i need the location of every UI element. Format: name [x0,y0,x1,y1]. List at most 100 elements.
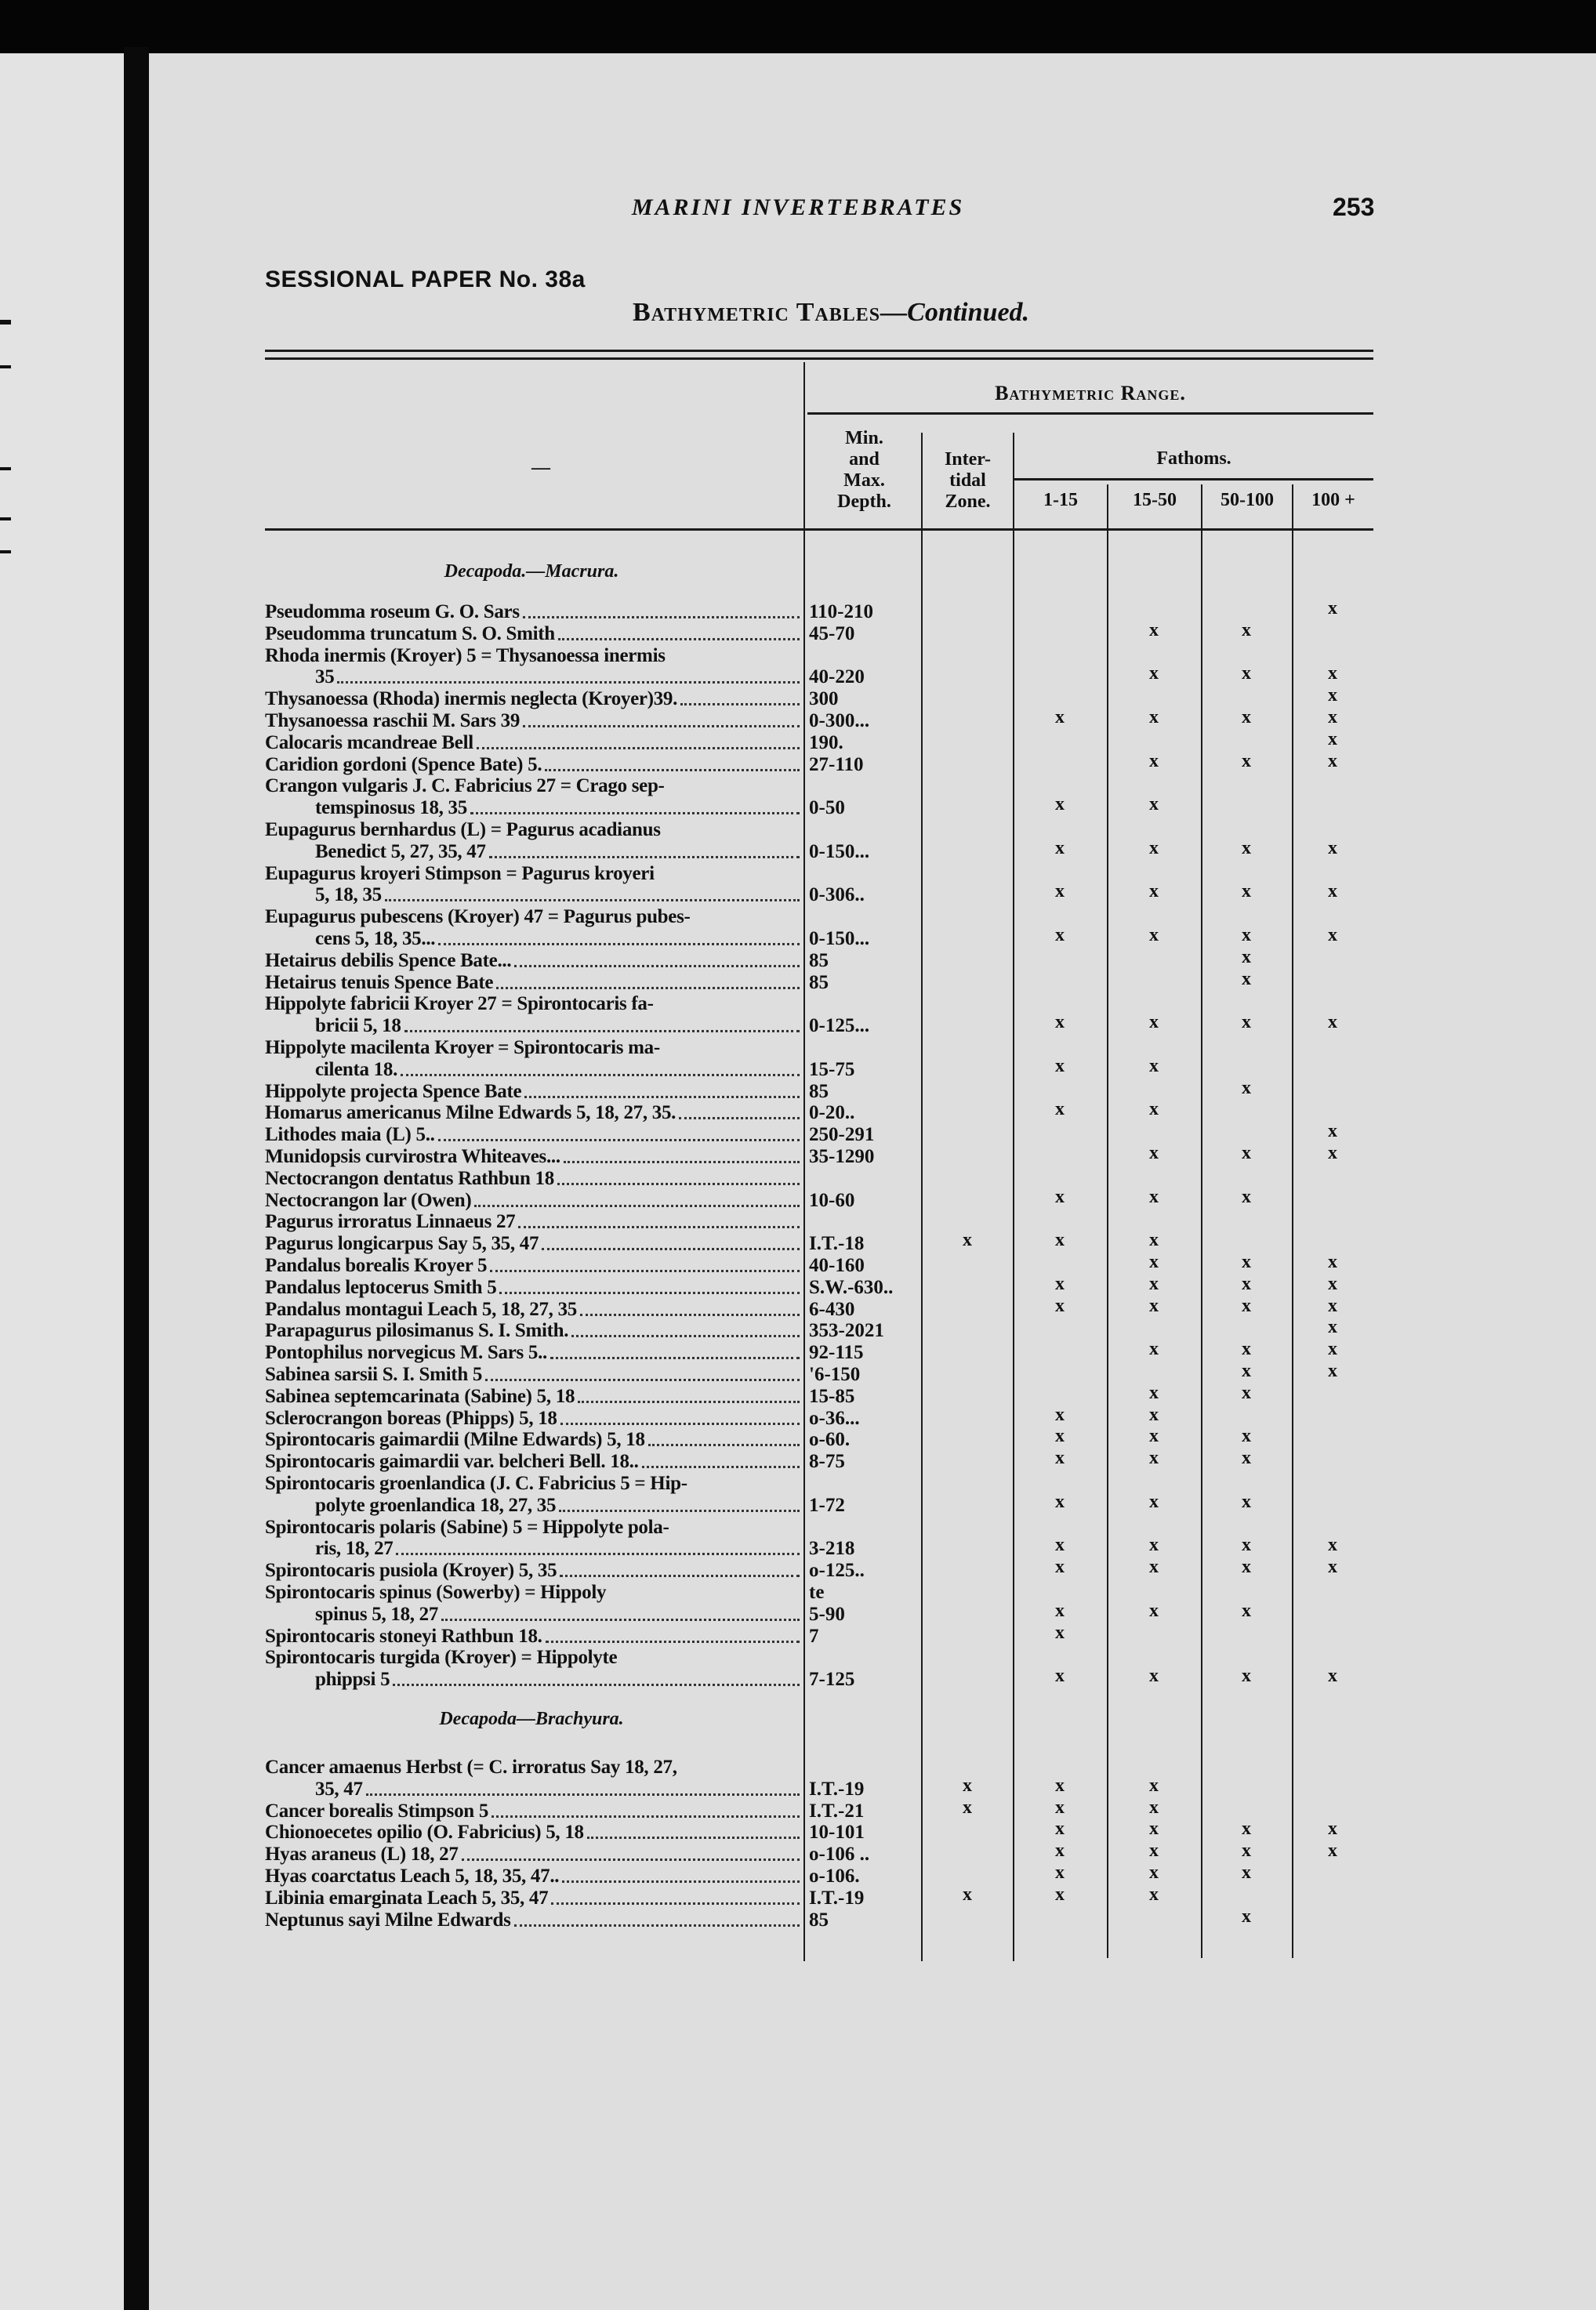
dot-leader [578,1400,800,1403]
depth-range-text: 250-291 [809,1124,875,1146]
range-mark: x [1149,1448,1159,1469]
species-entry-line: Spirontocaris pusiola (Kroyer) 5, 35 [265,1559,801,1581]
depth-range-text: o-106. [809,1866,860,1887]
range-mark: x [1242,750,1251,771]
range-mark: x [1055,1775,1065,1796]
sessional-paper-label: SESSIONAL PAPER No. 38a [265,267,586,292]
previous-page-mark [0,517,11,520]
depth-range: 35-1290 [809,1145,919,1167]
range-mark: x [1328,750,1337,771]
dot-leader [542,1248,800,1251]
range-mark: x [1055,1491,1065,1512]
species-name-text: Nectocrangon dentatus Rathbun 18 [265,1167,554,1189]
depth-range: 0-125... [809,1014,919,1036]
column-divider-50-100 [1292,484,1293,1958]
depth-range-text: 0-125... [809,1015,870,1037]
species-entry-line: Sclerocrangon boreas (Phipps) 5, 18 [265,1407,801,1429]
depth-range: 7 [809,1625,919,1647]
range-mark: x [1055,1840,1065,1862]
depth-range-text: 0-150... [809,928,870,949]
range-mark: x [1328,1339,1337,1360]
scan-border-top [0,0,1596,53]
previous-page-mark [0,320,11,325]
range-mark: x [1149,881,1159,902]
range-mark: x [1242,1600,1251,1621]
range-mark: x [1328,685,1337,706]
species-entry-line: ris, 18, 27 [265,1537,801,1559]
species-entry-line: polyte groenlandica 18, 27, 35 [265,1494,801,1516]
range-mark: x [1328,728,1337,749]
range-mark: x [1242,663,1251,684]
range-mark: x [1055,1404,1065,1425]
species-entry-line: Hyas coarctatus Leach 5, 18, 35, 47.. [265,1865,801,1887]
range-mark: x [1328,1557,1337,1578]
fathoms-underline [1014,478,1373,480]
species-entry-line: Libinia emarginata Leach 5, 35, 47 [265,1887,801,1909]
species-entry-line: Caridion gordoni (Spence Bate) 5. [265,753,801,775]
dot-leader [679,1117,800,1120]
intertidal-zone-header: Inter- tidal Zone. [923,449,1013,513]
running-head-text: MARINI INVERTEBRATES [631,194,965,220]
species-entry-line: Hippolyte projecta Spence Bate [265,1080,801,1102]
depth-range: 92-115 [809,1341,919,1363]
fathoms-column-15-50: 15-50 [1133,490,1177,510]
column-divider-depth [921,433,923,1961]
range-mark: x [1149,1819,1159,1840]
species-entry-line: cilenta 18. [265,1058,801,1080]
previous-page-edge [0,53,124,2310]
dot-leader [401,1073,800,1076]
depth-range: o-36... [809,1407,919,1429]
range-mark: x [1242,1295,1251,1316]
column-divider-1-15 [1107,484,1108,1958]
dot-leader [518,1226,800,1229]
previous-page-mark [0,550,11,553]
range-mark: x [1149,1426,1159,1447]
species-name-text: Spirontocaris stoneyi Rathbun 18. [265,1625,542,1647]
species-name-text: Homarus americanus Milne Edwards 5, 18, … [265,1102,676,1124]
species-entry-line: spinus 5, 18, 27 [265,1603,801,1625]
range-mark: x [1149,1884,1159,1905]
species-entry-line: Eupagurus kroyeri Stimpson = Pagurus kro… [265,862,801,884]
species-entry-line: Thysanoessa raschii M. Sars 39 [265,709,801,731]
section-heading: Decapoda.—Macrura. [444,561,619,582]
range-mark: x [1328,837,1337,858]
fathoms-column-50-100: 50-100 [1221,490,1274,510]
species-entry-line: Chionoecetes opilio (O. Fabricius) 5, 18 [265,1821,801,1843]
book-gutter [124,47,149,2310]
depth-range: I.T.-18 [809,1232,919,1254]
range-mark: x [1055,1862,1065,1883]
bathymetric-range-header: Bathymetric Range. [995,382,1186,404]
column-divider-15-50 [1201,484,1202,1958]
header-line: Zone. [945,491,991,512]
range-mark: x [1055,1819,1065,1840]
species-entry-line: Cancer borealis Stimpson 5 [265,1800,801,1822]
depth-range: 85 [809,1080,919,1102]
species-entry-line: Hippolyte fabricii Kroyer 27 = Spirontoc… [265,992,801,1014]
depth-range-text: 190. [809,731,843,753]
range-mark: x [1242,925,1251,945]
double-rule-bottom [265,357,1373,360]
depth-range: 0-20.. [809,1101,919,1123]
range-mark: x [1149,1012,1159,1033]
range-mark: x [1149,1797,1159,1818]
dot-leader [437,1139,800,1142]
depth-range: 27-110 [809,753,919,775]
range-mark: x [1149,619,1159,640]
species-entry-line: Spirontocaris gaimardii (Milne Edwards) … [265,1428,801,1450]
range-mark: x [1149,1099,1159,1120]
range-mark: x [1149,1840,1159,1862]
species-name-text: cilenta 18. [315,1058,398,1080]
species-name-text: Chionoecetes opilio (O. Fabricius) 5, 18 [265,1822,584,1844]
range-mark: x [1242,1273,1251,1294]
dot-leader [551,1902,800,1905]
dot-leader [393,1684,800,1687]
dot-leader [545,1640,800,1643]
range-mark: x [1242,1862,1251,1883]
range-mark: x [1055,1273,1065,1294]
species-name-text: Pagurus longicarpus Say 5, 35, 47 [265,1233,539,1255]
dot-leader [461,1859,800,1862]
dot-leader [488,855,800,858]
dot-leader [496,986,800,989]
depth-range-text: 15-75 [809,1058,855,1080]
depth-range: 353-2021 [809,1319,919,1341]
